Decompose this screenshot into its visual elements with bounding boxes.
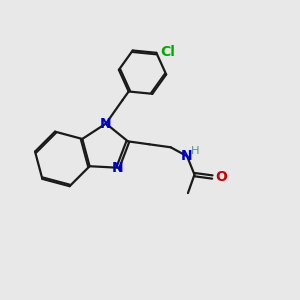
Text: Cl: Cl xyxy=(160,45,175,59)
Text: H: H xyxy=(191,146,200,156)
Text: N: N xyxy=(100,117,112,130)
Text: N: N xyxy=(181,149,193,163)
Text: O: O xyxy=(215,170,227,184)
Text: N: N xyxy=(112,161,124,175)
